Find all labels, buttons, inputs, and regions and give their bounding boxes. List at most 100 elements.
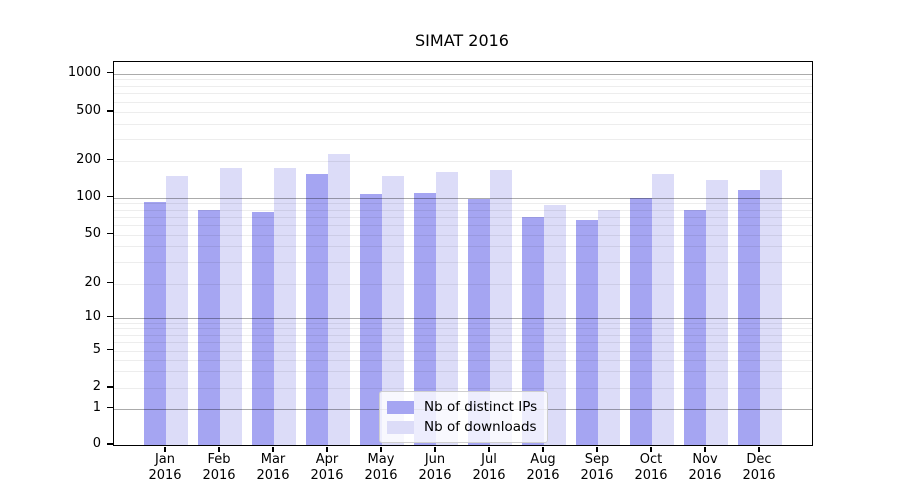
xtick-label-jun: Jun 2016: [418, 452, 452, 483]
xtick-mark-sep: [596, 446, 598, 452]
xtick-label-jul: Jul 2016: [472, 452, 506, 483]
gridline-minor-800: [114, 85, 812, 87]
bar-downloads-nov: [706, 179, 728, 445]
bar-ips-sep: [576, 219, 598, 445]
bar-downloads-apr: [328, 154, 350, 445]
legend-item-downloads: Nb of downloads: [387, 417, 537, 437]
xtick-label-mar: Mar 2016: [256, 452, 290, 483]
gridline-major-1000: [114, 73, 812, 75]
gridline-minor-30: [114, 261, 812, 263]
gridline-minor-70: [114, 216, 812, 218]
legend-item-distinct-ips: Nb of distinct IPs: [387, 397, 537, 417]
bar-ips-may: [360, 193, 382, 445]
ytick-mark-5: [107, 348, 113, 351]
gridline-minor-20: [114, 283, 812, 285]
bar-ips-nov: [684, 209, 706, 445]
bar-downloads-jan: [166, 175, 188, 445]
legend-swatch-downloads: [387, 420, 414, 434]
gridline-minor-600: [114, 101, 812, 103]
ytick-label-10: 10: [84, 308, 101, 324]
ytick-label-2: 2: [92, 379, 101, 394]
xtick-label-aug: Aug 2016: [526, 452, 560, 483]
xtick-mark-feb: [218, 446, 220, 452]
gridline-minor-900: [114, 79, 812, 81]
xtick-mark-may: [380, 446, 382, 452]
bar-ips-aug: [522, 216, 544, 445]
gridline-minor-6: [114, 341, 812, 343]
xtick-mark-nov: [704, 446, 706, 452]
ytick-label-50: 50: [84, 225, 101, 241]
gridline-major-10: [114, 317, 812, 319]
xtick-label-jan: Jan 2016: [148, 452, 182, 483]
ytick-label-1000: 1000: [67, 64, 101, 80]
gridline-minor-5: [114, 350, 812, 352]
bar-ips-oct: [630, 197, 652, 445]
plot-area: Nb of distinct IPs Nb of downloads: [113, 61, 813, 446]
xtick-label-apr: Apr 2016: [310, 452, 344, 483]
gridline-minor-400: [114, 123, 812, 125]
bar-downloads-feb: [220, 168, 242, 445]
gridline-minor-4: [114, 359, 812, 361]
gridline-minor-500: [114, 112, 812, 113]
ytick-label-20: 20: [84, 274, 101, 290]
gridline-minor-200: [114, 160, 812, 162]
ytick-mark-20: [107, 281, 113, 284]
xtick-mark-dec: [758, 446, 760, 452]
bar-downloads-jun: [436, 171, 458, 445]
ytick-mark-500: [107, 110, 113, 112]
bar-ips-apr: [306, 173, 328, 445]
bar-downloads-may: [382, 175, 404, 445]
ytick-label-200: 200: [76, 151, 101, 167]
chart-title: SIMAT 2016: [415, 31, 509, 50]
legend-swatch-distinct-ips: [387, 400, 414, 414]
legend-label-distinct-ips: Nb of distinct IPs: [424, 399, 538, 415]
bar-downloads-aug: [544, 205, 566, 445]
xtick-label-oct: Oct 2016: [634, 452, 668, 483]
legend-label-downloads: Nb of downloads: [424, 419, 537, 435]
xtick-mark-jan: [164, 446, 166, 452]
xtick-label-sep: Sep 2016: [580, 452, 614, 483]
ytick-mark-0: [107, 443, 113, 445]
bar-ips-jun: [414, 192, 436, 445]
xtick-label-dec: Dec 2016: [742, 452, 776, 483]
gridline-minor-40: [114, 246, 812, 248]
ytick-mark-1000: [107, 71, 113, 74]
xtick-mark-oct: [650, 446, 652, 452]
gridline-major-100: [114, 197, 812, 199]
gridline-minor-8: [114, 328, 812, 330]
ytick-mark-50: [107, 232, 113, 235]
bar-ips-jan: [144, 202, 166, 445]
gridline-minor-7: [114, 334, 812, 336]
ytick-label-5: 5: [92, 341, 101, 357]
gridline-minor-3: [114, 371, 812, 373]
gridline-minor-9: [114, 322, 812, 324]
ytick-label-0: 0: [92, 436, 101, 451]
gridline-minor-700: [114, 93, 812, 95]
gridline-minor-60: [114, 224, 812, 226]
ytick-mark-10: [107, 315, 113, 318]
bar-ips-jul: [468, 199, 490, 445]
ytick-label-500: 500: [76, 103, 101, 118]
gridline-minor-50: [114, 234, 812, 236]
gridline-minor-2: [114, 388, 812, 389]
xtick-mark-mar: [272, 446, 274, 452]
bar-downloads-mar: [274, 167, 296, 445]
legend: Nb of distinct IPs Nb of downloads: [379, 391, 549, 443]
bar-downloads-sep: [598, 209, 620, 445]
gridline-minor-80: [114, 209, 812, 211]
ytick-mark-1: [107, 406, 113, 409]
bar-downloads-jul: [490, 169, 512, 445]
ytick-label-1: 1: [92, 399, 101, 415]
gridline-minor-300: [114, 139, 812, 140]
xtick-label-nov: Nov 2016: [688, 452, 722, 483]
xtick-label-may: May 2016: [364, 452, 398, 483]
xtick-mark-aug: [542, 446, 544, 452]
ytick-mark-200: [107, 158, 113, 161]
bar-downloads-dec: [760, 170, 782, 445]
xtick-mark-jul: [488, 446, 490, 452]
bar-ips-feb: [198, 209, 220, 445]
bar-ips-dec: [738, 189, 760, 445]
xtick-label-feb: Feb 2016: [202, 452, 236, 483]
xtick-mark-jun: [434, 446, 436, 452]
